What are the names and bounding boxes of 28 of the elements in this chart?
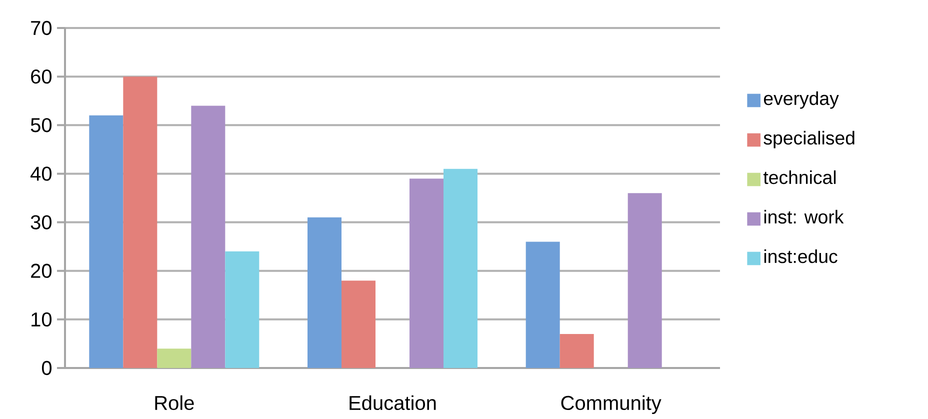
bar — [308, 217, 342, 368]
y-tick-label: 60 — [31, 70, 52, 84]
y-tick-label: 20 — [31, 264, 52, 278]
bar — [526, 242, 560, 368]
bar — [225, 251, 260, 368]
legend-label: everyday — [764, 91, 839, 109]
bar — [444, 168, 478, 368]
y-tick-label: 50 — [30, 118, 52, 132]
legend-label: specialised — [764, 130, 854, 148]
legend-label: inst: work — [764, 210, 844, 224]
y-tick-label: 70 — [31, 20, 52, 36]
bar — [89, 115, 124, 368]
bar — [410, 178, 444, 368]
y-tick-label: 30 — [30, 215, 52, 230]
legend-label: inst:educ — [764, 249, 838, 264]
x-tick-label: Community — [561, 395, 662, 414]
legend-label: technical — [763, 170, 836, 184]
bar — [628, 193, 662, 368]
bar — [191, 106, 226, 368]
x-tick-label: Role — [155, 395, 194, 410]
y-tick-label: 10 — [32, 312, 52, 326]
bar — [342, 280, 376, 368]
bar — [560, 334, 594, 368]
y-tick-label: 0 — [42, 360, 52, 376]
x-tick-label: Education — [350, 395, 436, 410]
bar — [157, 348, 192, 368]
y-tick-label: 40 — [30, 166, 52, 181]
bar — [123, 76, 158, 368]
